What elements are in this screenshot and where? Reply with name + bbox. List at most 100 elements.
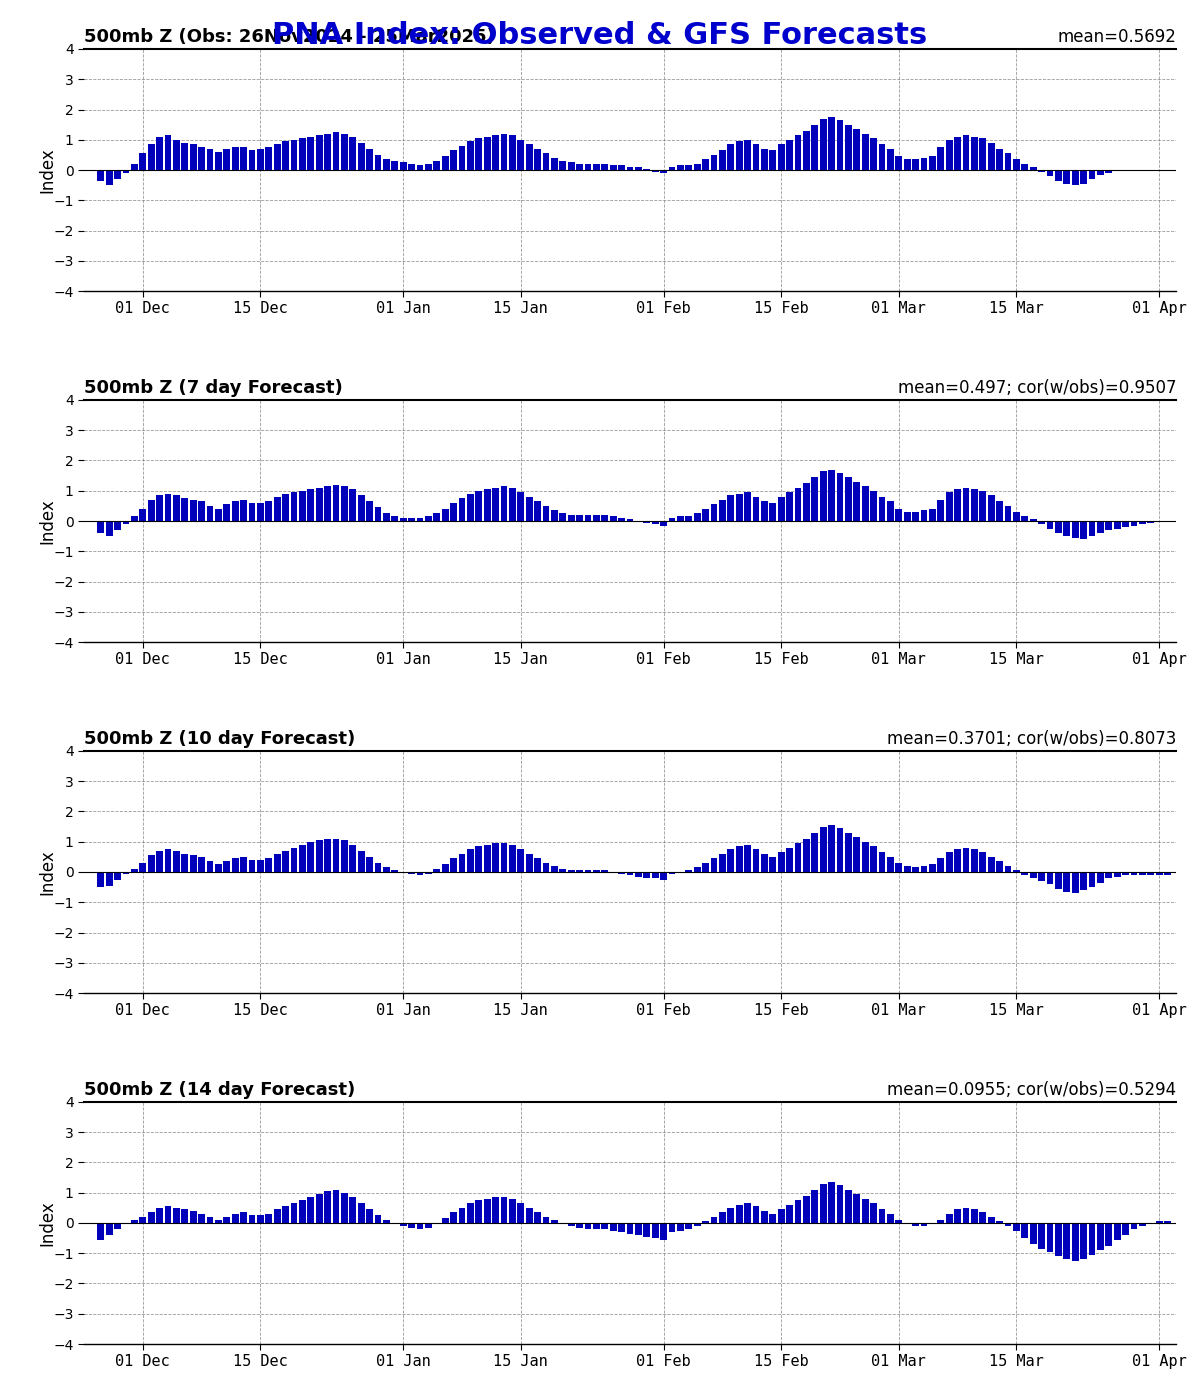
Bar [1063, 169, 1070, 183]
Bar [828, 469, 835, 521]
Bar [374, 862, 382, 872]
Bar [1080, 521, 1087, 539]
Bar [1038, 521, 1045, 524]
Bar [710, 155, 718, 169]
Bar [240, 857, 247, 872]
Bar [450, 503, 457, 521]
Bar [223, 504, 230, 521]
Text: mean=0.0955; cor(w/obs)=0.5294: mean=0.0955; cor(w/obs)=0.5294 [887, 1081, 1176, 1099]
Bar [937, 858, 944, 872]
Bar [895, 1219, 902, 1224]
Bar [265, 147, 272, 169]
Bar [962, 1208, 970, 1224]
Bar [912, 512, 919, 521]
Bar [920, 1224, 928, 1226]
Bar [803, 130, 810, 169]
Bar [702, 160, 709, 169]
Bar [601, 164, 608, 169]
Bar [156, 496, 163, 521]
Bar [97, 872, 104, 888]
Bar [962, 136, 970, 169]
Bar [492, 1197, 499, 1224]
Bar [962, 848, 970, 872]
Bar [1055, 1224, 1062, 1256]
Bar [652, 521, 659, 524]
Bar [971, 1210, 978, 1224]
Bar [458, 854, 466, 872]
Bar [1004, 1224, 1012, 1226]
Bar [106, 1224, 113, 1235]
Bar [290, 493, 298, 521]
Bar [190, 855, 197, 872]
Bar [962, 487, 970, 521]
Bar [240, 500, 247, 521]
Bar [769, 857, 776, 872]
Bar [517, 1204, 524, 1224]
Bar [1122, 521, 1129, 526]
Bar [752, 850, 760, 872]
Bar [450, 1212, 457, 1224]
Bar [618, 872, 625, 874]
Bar [719, 1212, 726, 1224]
Bar [148, 144, 155, 169]
Bar [828, 118, 835, 169]
Bar [1139, 1224, 1146, 1226]
Bar [215, 864, 222, 872]
Bar [1105, 169, 1112, 174]
Bar [937, 500, 944, 521]
Bar [946, 853, 953, 872]
Bar [265, 501, 272, 521]
Bar [862, 1198, 869, 1224]
Bar [1130, 521, 1138, 525]
Bar [988, 857, 995, 872]
Bar [257, 860, 264, 872]
Bar [458, 1208, 466, 1224]
Bar [1105, 521, 1112, 531]
Bar [895, 510, 902, 521]
Bar [643, 1224, 650, 1236]
Bar [769, 1214, 776, 1224]
Bar [752, 144, 760, 169]
Bar [803, 1196, 810, 1224]
Bar [215, 510, 222, 521]
Text: mean=0.3701; cor(w/obs)=0.8073: mean=0.3701; cor(w/obs)=0.8073 [887, 729, 1176, 748]
Bar [685, 517, 692, 521]
Bar [568, 162, 575, 169]
Bar [1105, 872, 1112, 878]
Bar [232, 501, 239, 521]
Bar [349, 489, 356, 521]
Bar [677, 1224, 684, 1231]
Bar [610, 1224, 617, 1231]
Bar [937, 1219, 944, 1224]
Text: 500mb Z (7 day Forecast): 500mb Z (7 day Forecast) [84, 379, 343, 398]
Bar [702, 862, 709, 872]
Bar [198, 147, 205, 169]
Bar [122, 872, 130, 874]
Bar [853, 129, 860, 169]
Bar [1088, 169, 1096, 179]
Bar [106, 169, 113, 185]
Bar [727, 1208, 734, 1224]
Bar [450, 150, 457, 169]
Bar [265, 858, 272, 872]
Bar [97, 1224, 104, 1239]
Bar [946, 493, 953, 521]
Bar [206, 505, 214, 521]
Bar [929, 1224, 936, 1225]
Bar [433, 869, 440, 872]
Bar [97, 521, 104, 533]
Bar [954, 489, 961, 521]
Bar [626, 167, 634, 169]
Bar [307, 137, 314, 169]
Bar [1030, 519, 1037, 521]
Bar [114, 169, 121, 179]
Bar [274, 854, 281, 872]
Bar [652, 169, 659, 172]
Bar [534, 1212, 541, 1224]
Bar [778, 853, 785, 872]
Bar [853, 1194, 860, 1224]
Bar [173, 1208, 180, 1224]
Bar [416, 1224, 424, 1229]
Bar [475, 1200, 482, 1224]
Bar [778, 144, 785, 169]
